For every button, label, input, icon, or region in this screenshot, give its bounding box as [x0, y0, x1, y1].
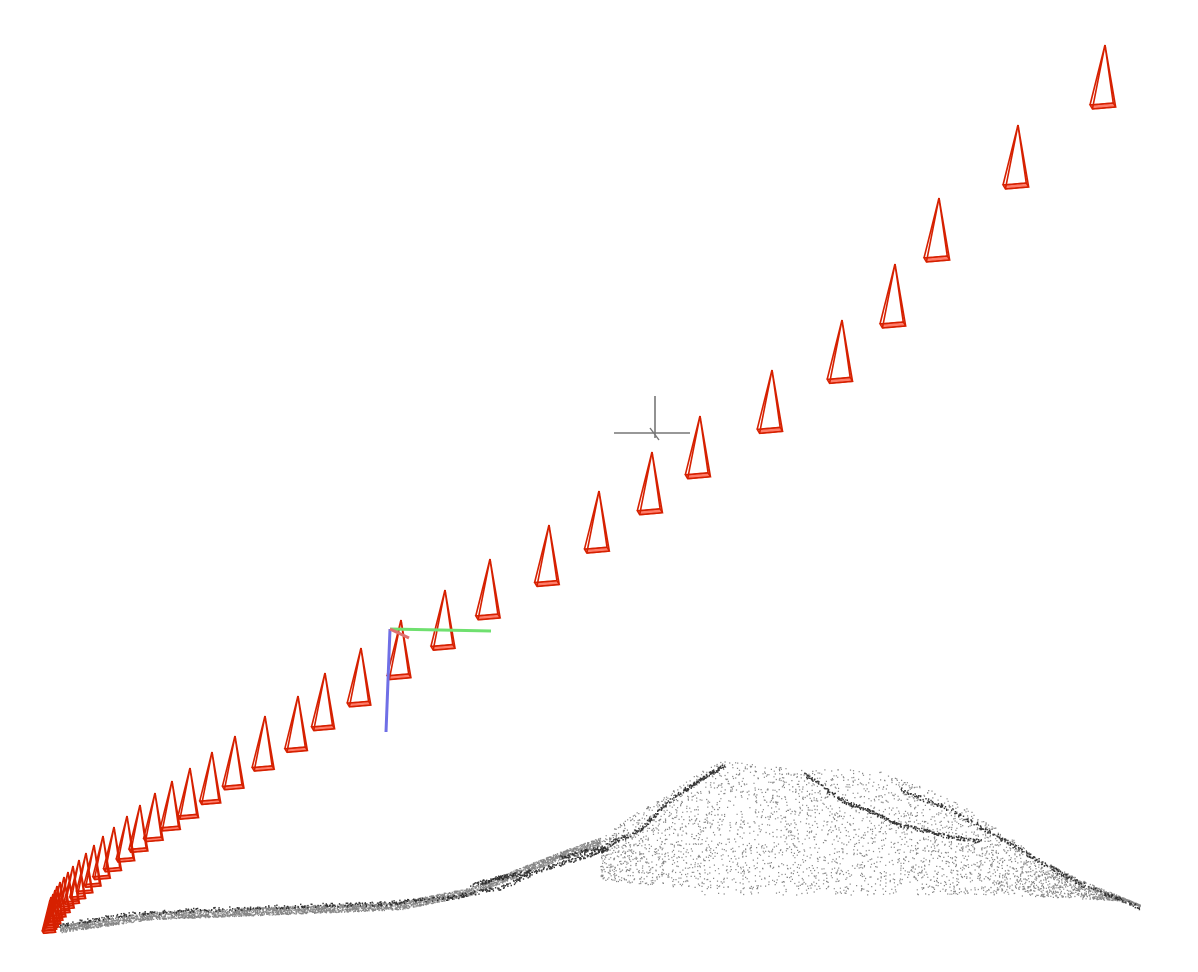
camera-frustum-icon [825, 319, 854, 385]
crosshair-icon[interactable] [614, 396, 690, 441]
camera-frustum-icon [142, 792, 165, 843]
camera-frustum-icon [636, 451, 664, 516]
camera-frustum-icon [58, 871, 76, 910]
camera-frustum-icon [1088, 44, 1117, 110]
camera-frustum-icon [250, 715, 276, 772]
camera-frustum-icon [922, 197, 951, 263]
z-axis-line [384, 628, 392, 733]
camera-frustum-icon [474, 558, 502, 621]
camera-frustum-icon [221, 735, 246, 791]
camera-frustum-icon [91, 835, 112, 881]
camera-frustum-icon [82, 844, 103, 889]
y-axis-line [389, 627, 492, 633]
camera-frustum-icon [429, 589, 457, 651]
axes-gizmo-icon[interactable] [384, 627, 492, 733]
x-axis-line [389, 627, 410, 640]
point-cloud-ridge [804, 772, 982, 844]
camera-frustum-icon [102, 826, 123, 873]
point-cloud-ridge [470, 869, 531, 887]
camera-frustum-icon [346, 647, 372, 708]
point-cloud-ridge [44, 845, 612, 930]
point-cloud-ridges [44, 764, 1141, 930]
camera-frustum-icon [684, 415, 712, 480]
camera-frustum-icon [755, 369, 784, 435]
point-cloud-ridge [900, 787, 1141, 911]
camera-frustum-icon [198, 751, 222, 806]
camera-trajectory [41, 44, 1117, 935]
camera-frustum-icon [41, 899, 57, 935]
camera-frustum-icon [1001, 124, 1030, 190]
camera-frustum-icon [283, 695, 309, 754]
point-cloud-ridge [559, 764, 726, 860]
camera-frustum-icon [878, 263, 907, 329]
camera-frustum-icon [583, 490, 611, 554]
camera-frustum-icon [533, 524, 561, 588]
camera-frustum-icon [176, 767, 200, 820]
camera-frustum-icon [310, 672, 336, 732]
camera-frustum-icon [159, 780, 182, 832]
